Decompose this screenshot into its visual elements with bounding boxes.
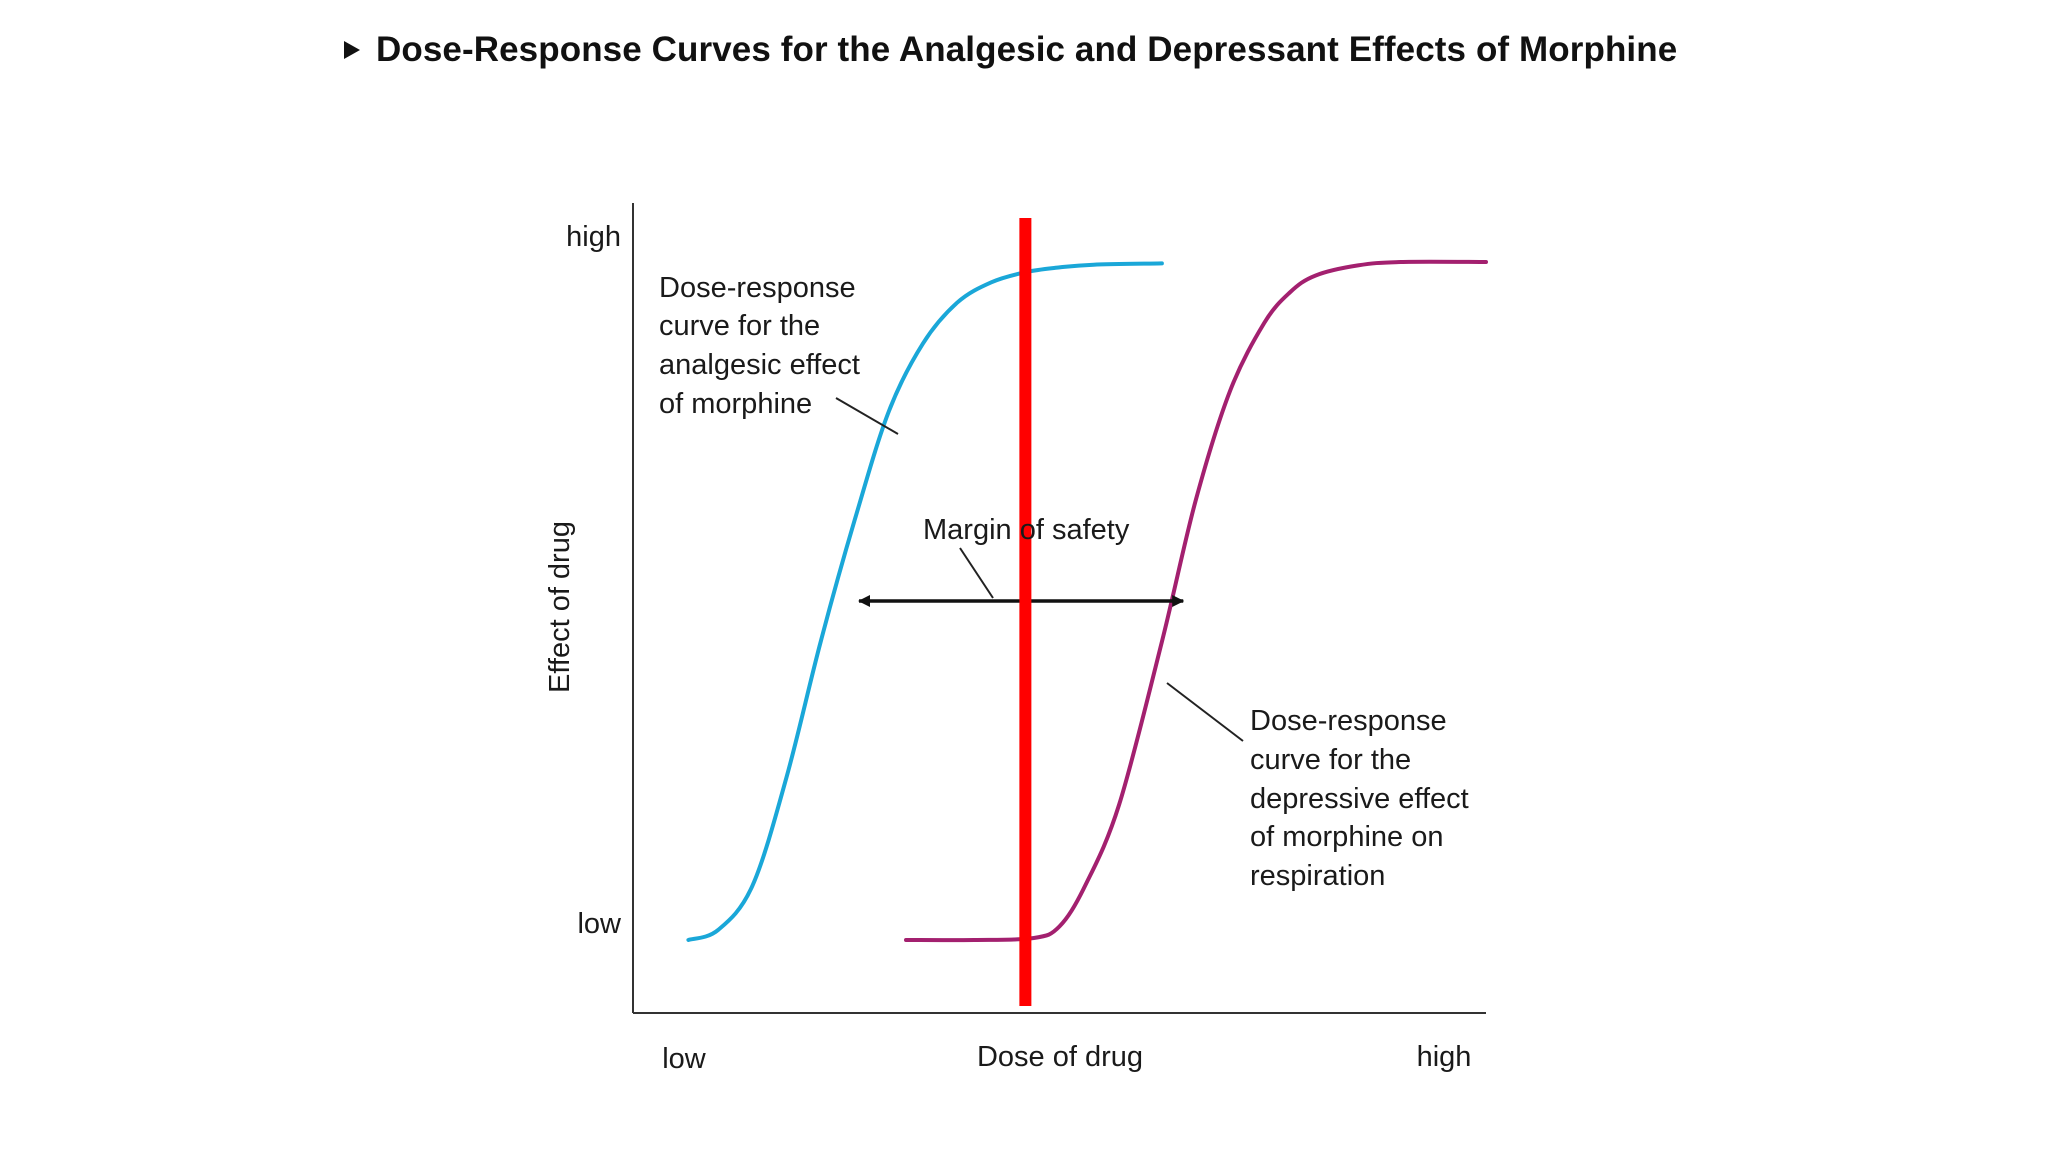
annotation-line: curve for the [659, 310, 820, 342]
x-tick-label-high: high [1417, 1041, 1472, 1073]
y-tick-label-high: high [566, 221, 621, 253]
y-axis-label: Effect of drug [544, 521, 576, 693]
margin-of-safety-label: Margin of safety [923, 514, 1130, 546]
y-tick-label-low: low [577, 908, 622, 940]
annotation-line: respiration [1250, 860, 1385, 892]
page-title-text: Dose-Response Curves for the Analgesic a… [376, 30, 1678, 69]
respiratory-depression-curve [904, 259, 1488, 943]
annotation-line: Dose-response [659, 272, 856, 304]
annotation-line: analgesic effect [659, 349, 860, 381]
annotation-line: depressive effect [1250, 783, 1469, 815]
analgesic-effect-curve [686, 261, 1164, 942]
depressive-label-leader [1166, 682, 1244, 742]
annotation-line: of morphine on [1250, 821, 1443, 853]
analgesic-label-leader [835, 397, 899, 435]
annotation-line: of morphine [659, 388, 812, 420]
annotation-line: curve for the [1250, 744, 1411, 776]
page-title: Dose-Response Curves for the Analgesic a… [344, 20, 1677, 80]
triangle-bullet-icon [344, 41, 360, 59]
depressive-curve-annotation: Dose-response curve for the depressive e… [1250, 705, 1477, 892]
x-tick-label-low: low [662, 1043, 707, 1075]
annotation-line: Dose-response [1250, 705, 1447, 737]
margin-label-leader [959, 547, 994, 599]
analgesic-curve-annotation: Dose-response curve for the analgesic ef… [659, 272, 868, 420]
x-axis-label: Dose of drug [977, 1041, 1143, 1073]
